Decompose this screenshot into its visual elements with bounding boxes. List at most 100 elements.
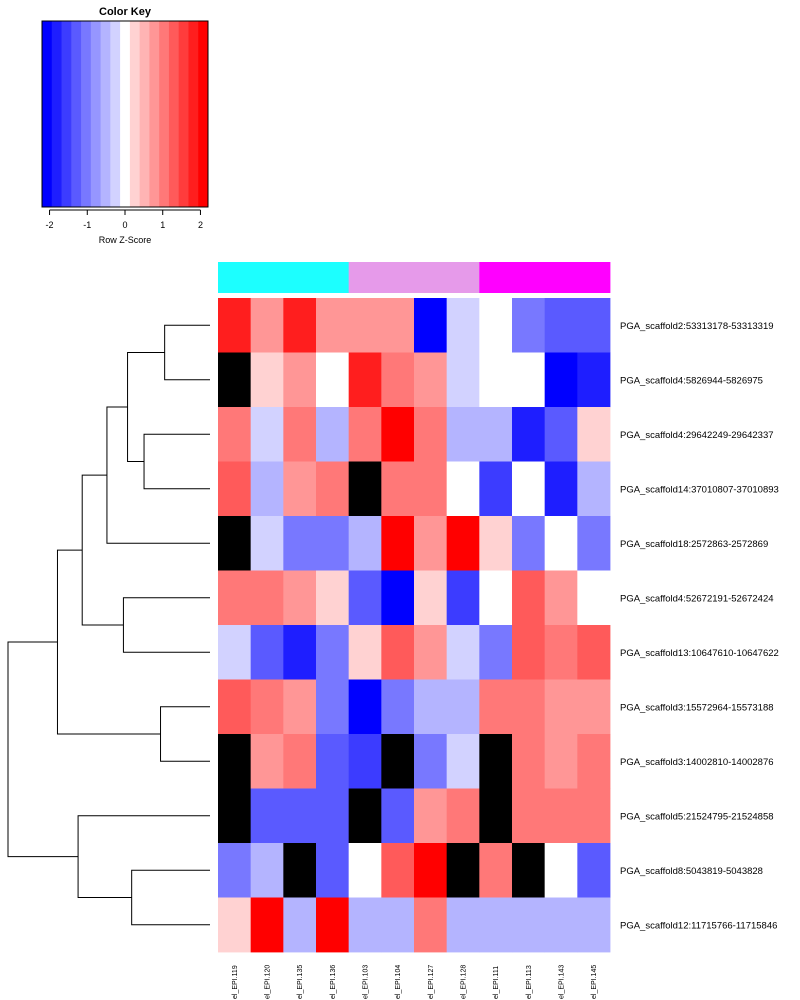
heatmap-cell (577, 843, 611, 898)
heatmap-cell (544, 897, 578, 953)
heatmap-cell (414, 461, 448, 517)
dendrogram-branch (164, 324, 210, 381)
heatmap-cell (446, 570, 480, 626)
heatmap-cell (577, 625, 611, 680)
heatmap-cell (250, 679, 284, 735)
heatmap-cell (577, 298, 611, 353)
heatmap-cell (479, 516, 513, 571)
heatmap-cell (348, 843, 382, 898)
heatmap-cell (283, 897, 317, 953)
heatmap-cell (479, 679, 513, 735)
row-label: PGA_scaffold4:5826944-5826975 (620, 375, 763, 386)
heatmap-cell (381, 625, 415, 680)
column-label: el_EPI.113 (526, 965, 533, 999)
heatmap-cell (446, 516, 480, 571)
dendrogram-branch (122, 597, 210, 653)
column-label: el_EPI.111 (493, 966, 500, 999)
dendrogram-branch (143, 433, 210, 490)
heatmap-cell (250, 570, 284, 626)
column-label: el_EPI.104 (395, 965, 402, 999)
color-key-band (168, 21, 180, 207)
heatmap-cell (218, 461, 252, 517)
heatmap-cell (446, 788, 480, 844)
heatmap-cell (544, 516, 578, 571)
heatmap-cell (446, 843, 480, 898)
heatmap-cell (316, 570, 350, 626)
heatmap-cell (348, 570, 382, 626)
heatmap-cell (577, 516, 611, 571)
column-side-colors (218, 262, 611, 293)
heatmap-cell (577, 352, 611, 408)
heatmap-cell (218, 516, 252, 571)
row-label: PGA_scaffold3:15572964-15573188 (620, 702, 774, 713)
heatmap-cell (348, 352, 382, 408)
column-label: el_EPI.120 (265, 965, 272, 999)
column-group-color (218, 262, 350, 293)
heatmap-cell (512, 625, 546, 680)
color-key-bands (41, 20, 209, 208)
heatmap-cell (218, 625, 252, 680)
heatmap-cell (446, 679, 480, 735)
heatmap-cell (348, 516, 382, 571)
row-label: PGA_scaffold5:21524795-21524858 (620, 811, 774, 822)
heatmap-cell (250, 788, 284, 844)
heatmap-cell (250, 461, 284, 517)
heatmap-cell (348, 734, 382, 789)
color-key-title: Color Key (99, 6, 152, 18)
heatmap-cell (283, 843, 317, 898)
color-key-tick-label: 1 (160, 220, 165, 230)
heatmap-cell (381, 516, 415, 571)
color-key-tick-label: -1 (83, 220, 91, 230)
heatmap-cell (218, 843, 252, 898)
heatmap-cell (316, 625, 350, 680)
heatmap-cell (283, 570, 317, 626)
row-label: PGA_scaffold8:5043819-5043828 (620, 866, 763, 877)
heatmap-cell (381, 407, 415, 462)
column-group-color (348, 262, 480, 293)
heatmap-cell (381, 788, 415, 844)
heatmap-cell (446, 352, 480, 408)
heatmap-cell (446, 625, 480, 680)
heatmap-cell (316, 298, 350, 353)
color-key-band (129, 21, 141, 207)
heatmap-cell (577, 570, 611, 626)
heatmap-cell (218, 407, 252, 462)
heatmap-cell (250, 843, 284, 898)
heatmap-cell (577, 734, 611, 789)
row-label: PGA_scaffold2:53313178-53313319 (620, 321, 774, 332)
heatmap-cell (218, 788, 252, 844)
column-label: el_EPI.145 (591, 965, 598, 999)
heatmap-cell (414, 352, 448, 408)
color-key-band (198, 21, 209, 207)
heatmap-cell (250, 625, 284, 680)
color-key-tick-label: 2 (198, 220, 203, 230)
dendrogram-branch (127, 352, 165, 462)
heatmap-cell (544, 407, 578, 462)
heatmap-cell (544, 352, 578, 408)
color-key-band (188, 21, 199, 207)
heatmap-cell (250, 298, 284, 353)
heatmap-cell (283, 734, 317, 789)
color-key-band (51, 21, 62, 207)
heatmap-cell (512, 461, 546, 517)
row-labels: PGA_scaffold2:53313178-53313319 PGA_scaff… (620, 321, 779, 932)
heatmap-cell (316, 407, 350, 462)
heatmap-cell (316, 897, 350, 953)
dendrogram-branch (106, 406, 210, 544)
heatmap-cell (218, 897, 252, 953)
heatmap-cell (283, 352, 317, 408)
heatmap-cell (218, 734, 252, 789)
heatmap-cell (218, 352, 252, 408)
heatmap-cell (381, 843, 415, 898)
heatmap-cell (544, 570, 578, 626)
column-label: el_EPI.119 (232, 965, 239, 999)
heatmap-cell (283, 516, 317, 571)
heatmap-cell (250, 516, 284, 571)
color-key: Color Key -2 -1 0 1 2 Row Z-Score (41, 6, 209, 245)
color-key-band (120, 21, 131, 207)
heatmap-cell (512, 679, 546, 735)
heatmap-cell (381, 679, 415, 735)
heatmap-cell (414, 897, 448, 953)
color-key-band (178, 21, 189, 207)
